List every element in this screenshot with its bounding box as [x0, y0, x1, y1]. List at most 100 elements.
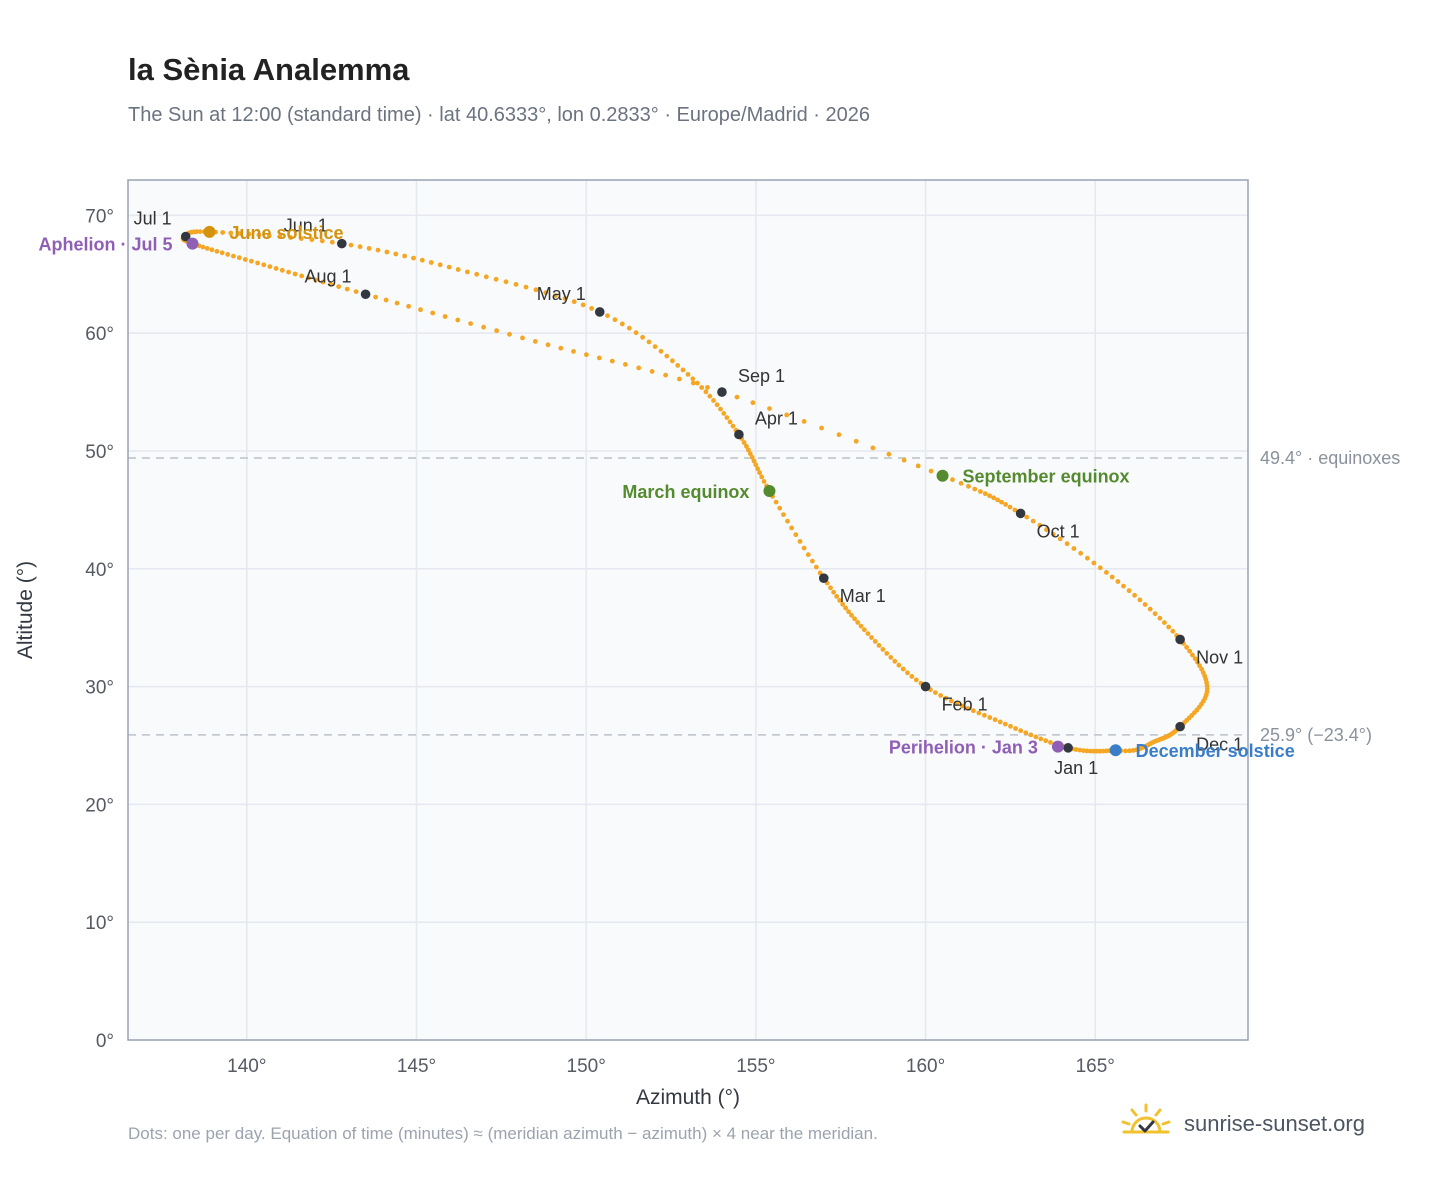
daily-sun-dot [658, 348, 664, 354]
x-tick-label: 155° [736, 1056, 775, 1077]
daily-sun-dot [905, 670, 910, 676]
daily-sun-dot [992, 717, 998, 723]
daily-sun-dot [991, 495, 997, 501]
daily-sun-dot [273, 266, 279, 271]
daily-sun-dot [231, 253, 236, 259]
daily-sun-dot [685, 372, 691, 377]
y-axis-title: Altitude (°) [14, 561, 37, 659]
daily-sun-dot [1024, 514, 1030, 520]
daily-sun-dot [366, 246, 372, 251]
daily-sun-dot [246, 231, 252, 237]
daily-sun-dot [761, 479, 767, 484]
daily-sun-dot [623, 362, 628, 367]
month-marker-dot [1175, 721, 1185, 732]
daily-sun-dot [256, 232, 262, 238]
daily-sun-dot [344, 286, 350, 292]
daily-sun-dot [543, 290, 549, 295]
event-marker-dot [1051, 740, 1064, 753]
daily-sun-dot [228, 230, 234, 236]
daily-sun-dot [810, 558, 815, 564]
month-marker-label: Sep 1 [738, 366, 785, 386]
y-tick-label: 20° [85, 795, 114, 816]
daily-sun-dot [292, 271, 298, 277]
daily-sun-dot [670, 358, 675, 364]
daily-sun-dot [1013, 726, 1018, 731]
daily-sun-dot [695, 380, 700, 386]
daily-sun-dot [751, 458, 757, 464]
daily-sun-dot [880, 647, 886, 652]
daily-sun-dot [849, 612, 854, 618]
daily-sun-dot [959, 703, 965, 709]
daily-sun-dot [520, 335, 525, 341]
daily-sun-dot [1087, 748, 1093, 754]
brand[interactable]: sunrise-sunset.org [1120, 1102, 1365, 1146]
daily-sun-dot [329, 239, 335, 245]
month-marker-label: Aug 1 [305, 266, 352, 286]
daily-sun-dot [580, 302, 586, 308]
daily-sun-dot [869, 635, 874, 640]
daily-sun-dot [928, 468, 934, 474]
analemma-daily-dots [180, 229, 1210, 754]
daily-sun-dot [348, 242, 354, 248]
daily-sun-dot [214, 248, 220, 254]
daily-sun-dot [915, 463, 921, 469]
daily-sun-dot [219, 250, 225, 256]
daily-sun-dot [784, 412, 790, 418]
month-marker-dot [920, 681, 931, 692]
daily-sun-dot [609, 358, 615, 364]
daily-sun-dot [640, 334, 645, 340]
daily-sun-dot [995, 497, 1000, 503]
daily-sun-dot [558, 345, 564, 351]
daily-sun-dot [636, 365, 642, 371]
daily-sun-dot [1003, 502, 1008, 507]
x-axis-title: Azimuth (°) [636, 1086, 740, 1109]
daily-sun-dot [562, 296, 568, 301]
daily-sun-dot [1184, 644, 1189, 650]
daily-sun-dot [785, 518, 790, 524]
chart-subtitle: The Sun at 12:00 (standard time) · lat 4… [128, 104, 870, 126]
daily-sun-dot [718, 406, 723, 412]
daily-sun-dot [734, 394, 740, 400]
y-tick-label: 50° [85, 442, 114, 463]
daily-sun-dot [1085, 555, 1090, 561]
axis-ticks: 140° 145° 150° 155° 160° 165° 0° 10° 20° 30° 40° 50… [85, 206, 1115, 1077]
reference-line-label: 49.4° · equinoxes [1260, 448, 1400, 468]
daily-sun-dot [757, 470, 762, 476]
daily-sun-dot [1127, 748, 1132, 754]
daily-sun-dot [1073, 747, 1079, 752]
month-marker-label: Apr 1 [755, 408, 798, 428]
event-marker-dot [763, 485, 776, 498]
x-tick-label: 140° [227, 1056, 266, 1077]
month-marker-dot [1015, 508, 1026, 519]
brand-name[interactable]: sunrise-sunset.org [1184, 1111, 1365, 1136]
daily-sun-dot [976, 710, 982, 716]
daily-sun-dot [384, 249, 390, 255]
month-markers: Jan 1 Feb 1 Mar 1 Apr 1 May 1 Jun 1 Jul 1 Aug 1… [134, 209, 1243, 778]
daily-sun-dot [200, 244, 206, 250]
month-marker-label: Nov 1 [1196, 647, 1243, 667]
daily-sun-dot [428, 260, 434, 265]
daily-sun-dot [286, 269, 291, 275]
reference-lines: 49.4° · equinoxes 25.9° (−23.4°) [128, 448, 1400, 745]
daily-sun-dot [1081, 748, 1086, 753]
daily-sun-dot [948, 698, 954, 704]
daily-sun-dot [987, 715, 993, 720]
daily-sun-dot [267, 264, 273, 269]
daily-sun-dot [828, 585, 833, 591]
daily-sun-dot [1195, 659, 1200, 665]
daily-sun-dot [266, 233, 272, 239]
daily-sun-dot [353, 289, 359, 294]
daily-sun-dot [741, 440, 747, 445]
daily-sun-dot [1137, 597, 1143, 603]
daily-sun-dot [1121, 583, 1126, 589]
daily-sun-dot [494, 328, 499, 334]
daily-sun-dot [1147, 606, 1153, 612]
event-marker-dot [186, 237, 199, 250]
daily-sun-dot [855, 620, 861, 625]
daily-sun-dot [886, 451, 892, 457]
daily-sun-dot [1033, 734, 1039, 740]
daily-sun-dot [474, 271, 480, 277]
footer-note: Dots: one per day. Equation of time (min… [128, 1124, 878, 1143]
daily-sun-dot [958, 480, 964, 486]
daily-sun-dot [1126, 588, 1132, 594]
